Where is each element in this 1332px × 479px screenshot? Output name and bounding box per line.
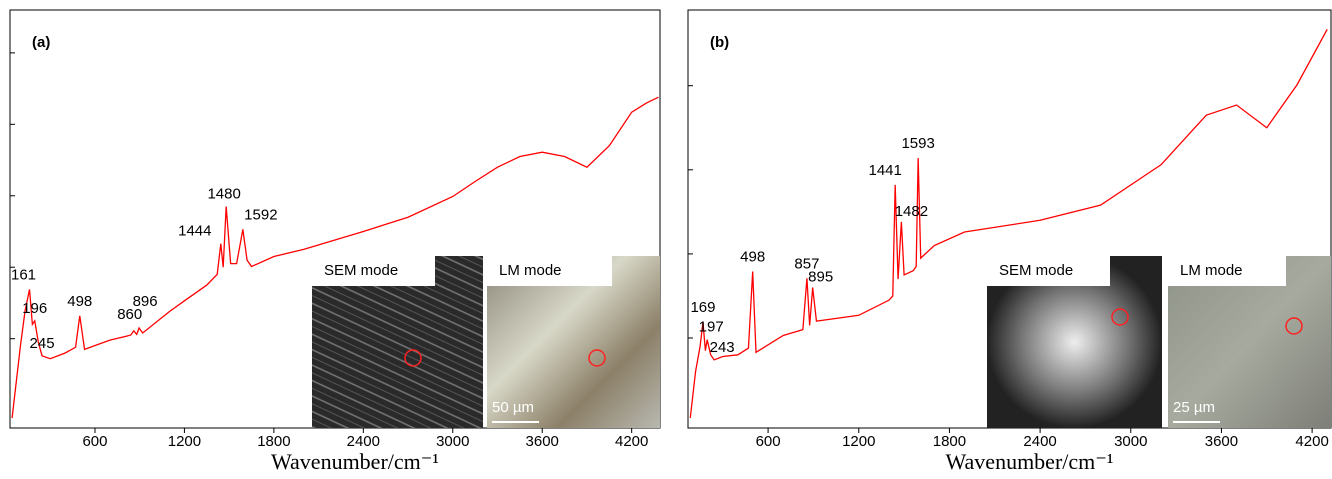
x-tick-label: 4200	[1295, 433, 1328, 450]
peak-label: 161	[11, 266, 36, 283]
panel-a: 600 1200 1800 2400 3000 3600 4200 SEM mode LM mo…	[9, 9, 661, 474]
inset-label: SEM mode	[999, 262, 1073, 279]
peak-label: 169	[690, 299, 715, 316]
x-tick-label: 1200	[168, 433, 201, 450]
x-tick-label: 1800	[933, 433, 966, 450]
peak-label: 1592	[244, 206, 277, 223]
peak-label: 245	[30, 335, 55, 352]
panel-b: 600 1200 1800 2400 3000 3600 4200 SEM mode LM mo…	[687, 9, 1332, 474]
peak-label: 1482	[895, 203, 928, 220]
peak-label: 860	[117, 306, 142, 323]
peak-label: 895	[808, 269, 833, 286]
scale-bar-label: 50 µm	[492, 399, 534, 416]
target-circle	[1111, 308, 1129, 326]
inset-label-box	[312, 256, 435, 286]
peak-label: 243	[710, 339, 735, 356]
panel-label: (b)	[710, 34, 729, 51]
inset-label-box	[487, 256, 612, 286]
peak-label: 498	[67, 293, 92, 310]
peak-label: 196	[22, 300, 47, 317]
x-tick-label: 3600	[1205, 433, 1238, 450]
inset-label: SEM mode	[324, 262, 398, 279]
scale-bar-label: 25 µm	[1173, 399, 1215, 416]
inset-label-box	[987, 256, 1110, 286]
x-tick-label: 3000	[1114, 433, 1147, 450]
peak-label: 857	[794, 255, 819, 272]
peak-label: 498	[740, 249, 765, 266]
target-circle	[588, 349, 606, 367]
inset-label: LM mode	[1180, 262, 1243, 279]
spectrum-line	[11, 96, 659, 419]
x-axis-title: Wavenumber/cm⁻¹	[946, 449, 1114, 474]
x-tick-label: 1200	[842, 433, 875, 450]
x-tick-label: 3000	[436, 433, 469, 450]
x-tick-label: 4200	[615, 433, 648, 450]
x-axis-title: Wavenumber/cm⁻¹	[271, 449, 439, 474]
spectrum-line	[689, 29, 1328, 418]
target-circle	[404, 349, 422, 367]
peak-label: 197	[699, 319, 724, 336]
peak-label: 1480	[207, 185, 240, 202]
x-tick-label: 2400	[347, 433, 380, 450]
target-circle	[1285, 317, 1303, 335]
x-tick-label: 600	[756, 433, 781, 450]
peak-label: 896	[133, 293, 158, 310]
x-tick-label: 3600	[526, 433, 559, 450]
peak-label: 1593	[901, 135, 934, 152]
peak-label: 1441	[868, 162, 901, 179]
inset-label-box	[1168, 256, 1286, 286]
x-tick-label: 600	[82, 433, 107, 450]
panel-label: (a)	[32, 34, 50, 51]
x-tick-label: 2400	[1023, 433, 1056, 450]
inset-label: LM mode	[499, 262, 562, 279]
x-tick-label: 1800	[257, 433, 290, 450]
peak-label: 1444	[178, 223, 211, 240]
